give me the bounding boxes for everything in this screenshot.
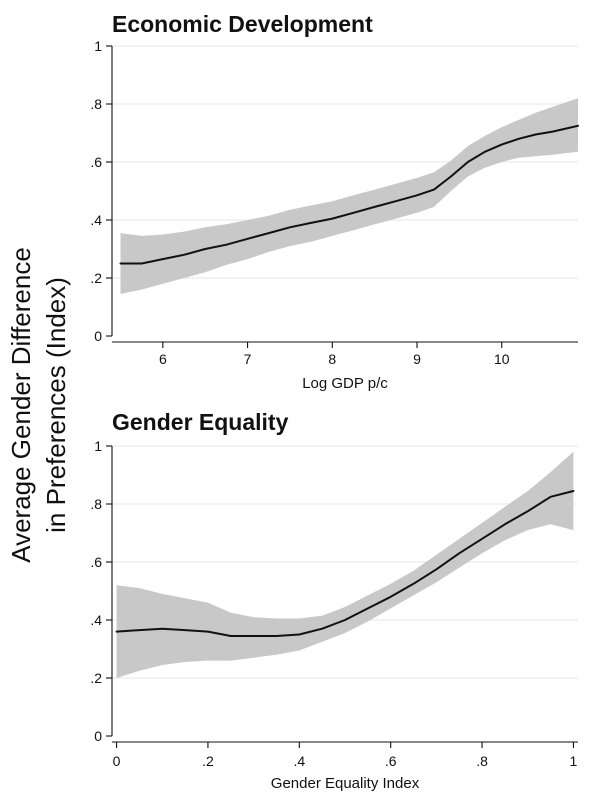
panel-2-x-tick-label-0: 0 [113, 753, 121, 769]
panel-1-x-tick-label-4: 10 [494, 351, 510, 367]
panel-1-x-tick-label-1: 7 [244, 351, 252, 367]
panel-2-y-tick-label-4: .8 [90, 496, 102, 512]
panel-2-x-tick-label-5: 1 [570, 753, 578, 769]
panel-1-y-tick-label-3: .6 [90, 154, 102, 170]
panel-2-x-tick-label-2: .4 [293, 753, 305, 769]
panel-1-y-tick-label-5: 1 [94, 38, 102, 54]
panel-1-y-tick-label-4: .8 [90, 96, 102, 112]
panel-2-x-tick-label-1: .2 [202, 753, 214, 769]
panel-2-x-tick-label-3: .6 [385, 753, 397, 769]
panel-2-confidence-band-0 [116, 451, 574, 678]
panel-2-fitted-line-0 [115, 490, 575, 637]
panel-2-title: Gender Equality [112, 409, 289, 435]
panel-2-x-tick-label-4: .8 [476, 753, 488, 769]
panel-1-y-tick-label-2: .4 [90, 212, 102, 228]
panel-1-confidence-band-0 [120, 98, 578, 294]
panel-2-y-tick-label-1: .2 [90, 670, 102, 686]
panel-1-fitted-line-0 [119, 124, 579, 265]
panel-1-y-tick-label-1: .2 [90, 270, 102, 286]
panel-1-x-axis-label: Log GDP p/c [302, 375, 388, 392]
panel-2-y-tick-label-5: 1 [94, 438, 102, 454]
panel-2-y-tick-label-0: 0 [94, 728, 102, 744]
panel-1-x-tick-label-3: 9 [413, 351, 421, 367]
shared-y-axis-label-line-1: Average Gender Difference [6, 247, 36, 563]
shared-y-axis-label-line-2: in Preferences (Index) [41, 277, 71, 533]
panel-1-x-tick-label-0: 6 [159, 351, 167, 367]
panel-1-y-tick-label-0: 0 [94, 328, 102, 344]
panel-2-y-tick-label-3: .6 [90, 554, 102, 570]
panel-1-x-tick-label-2: 8 [328, 351, 336, 367]
panel-2-x-axis-label: Gender Equality Index [271, 775, 420, 792]
panel-1-title: Economic Development [112, 11, 373, 37]
panel-2-y-tick-label-2: .4 [90, 612, 102, 628]
